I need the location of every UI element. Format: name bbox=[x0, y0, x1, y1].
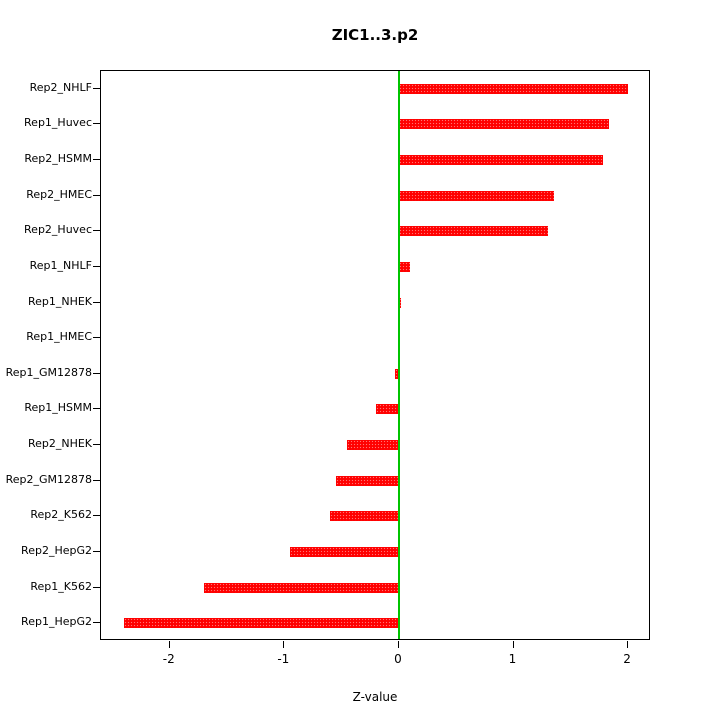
bar-Rep2_NHEK bbox=[347, 440, 399, 451]
y-axis-tick bbox=[93, 230, 100, 232]
bar-Rep2_HepG2 bbox=[290, 546, 399, 557]
bar-Rep2_K562 bbox=[330, 511, 399, 522]
x-axis-tick bbox=[397, 641, 399, 648]
y-axis-tick bbox=[93, 479, 100, 481]
bar-Rep1_NHLF bbox=[398, 261, 411, 272]
bar-Rep2_GM12878 bbox=[335, 475, 399, 486]
bar-Rep1_Huvec bbox=[398, 119, 609, 130]
y-axis-tick bbox=[93, 123, 100, 125]
y-axis-tick bbox=[93, 622, 100, 624]
y-axis-tick bbox=[93, 408, 100, 410]
x-axis-tick-label: 2 bbox=[623, 652, 631, 666]
x-axis-tick-label: 1 bbox=[508, 652, 517, 666]
bar-Rep1_HSMM bbox=[376, 404, 399, 415]
y-axis-label-Rep1_NHLF: Rep1_NHLF bbox=[29, 258, 92, 272]
x-axis-tick bbox=[512, 641, 514, 648]
y-axis-label-Rep2_HepG2: Rep2_HepG2 bbox=[21, 543, 92, 557]
x-axis-tick bbox=[168, 641, 170, 648]
y-axis-tick bbox=[93, 159, 100, 161]
bar-Rep2_NHLF bbox=[398, 83, 629, 94]
y-axis-label-Rep1_NHEK: Rep1_NHEK bbox=[27, 294, 92, 308]
y-axis-label-Rep2_Huvec: Rep2_Huvec bbox=[24, 223, 92, 237]
y-axis-tick bbox=[93, 194, 100, 196]
x-axis-tick bbox=[627, 641, 629, 648]
bar-Rep2_HMEC bbox=[398, 190, 554, 201]
y-axis-tick bbox=[93, 550, 100, 552]
y-axis-label-Rep1_GM12878: Rep1_GM12878 bbox=[5, 365, 92, 379]
y-axis-tick bbox=[93, 444, 100, 446]
y-axis-label-Rep1_HSMM: Rep1_HSMM bbox=[24, 401, 92, 415]
y-axis-label-Rep1_K562: Rep1_K562 bbox=[30, 579, 92, 593]
y-axis-tick bbox=[93, 87, 100, 89]
y-axis-tick bbox=[93, 586, 100, 588]
y-axis-label-Rep2_NHEK: Rep2_NHEK bbox=[27, 437, 92, 451]
y-axis-label-Rep1_Huvec: Rep1_Huvec bbox=[24, 116, 92, 130]
y-axis-tick bbox=[93, 265, 100, 267]
zero-line bbox=[397, 71, 400, 639]
y-axis-label-Rep2_GM12878: Rep2_GM12878 bbox=[5, 472, 92, 486]
bar-Rep2_HSMM bbox=[398, 155, 603, 166]
x-axis-tick-label: -2 bbox=[162, 652, 175, 666]
x-axis-tick-label: -1 bbox=[277, 652, 290, 666]
y-axis-tick bbox=[93, 372, 100, 374]
x-axis-tick-label: 0 bbox=[394, 652, 402, 666]
y-axis-label-Rep2_K562: Rep2_K562 bbox=[30, 508, 92, 522]
bar-Rep2_Huvec bbox=[398, 226, 548, 237]
y-axis-tick bbox=[93, 301, 100, 303]
y-axis-label-Rep2_HSMM: Rep2_HSMM bbox=[24, 152, 92, 166]
y-axis-label-Rep2_NHLF: Rep2_NHLF bbox=[29, 80, 92, 94]
y-axis-label-Rep1_HepG2: Rep1_HepG2 bbox=[21, 615, 92, 629]
y-axis-tick bbox=[93, 515, 100, 517]
y-axis-label-Rep2_HMEC: Rep2_HMEC bbox=[26, 187, 92, 201]
chart-title: ZIC1..3.p2 bbox=[331, 26, 419, 44]
y-axis-label-Rep1_HMEC: Rep1_HMEC bbox=[26, 330, 92, 344]
y-axis-tick bbox=[93, 337, 100, 339]
x-axis-label: Z-value bbox=[352, 690, 398, 704]
bar-Rep1_NHEK bbox=[398, 297, 402, 308]
x-axis-tick bbox=[283, 641, 285, 648]
bar-Rep1_K562 bbox=[204, 582, 399, 593]
bar-Rep1_GM12878 bbox=[395, 368, 399, 379]
bar-Rep1_HepG2 bbox=[123, 618, 399, 629]
plot-area bbox=[100, 70, 650, 640]
